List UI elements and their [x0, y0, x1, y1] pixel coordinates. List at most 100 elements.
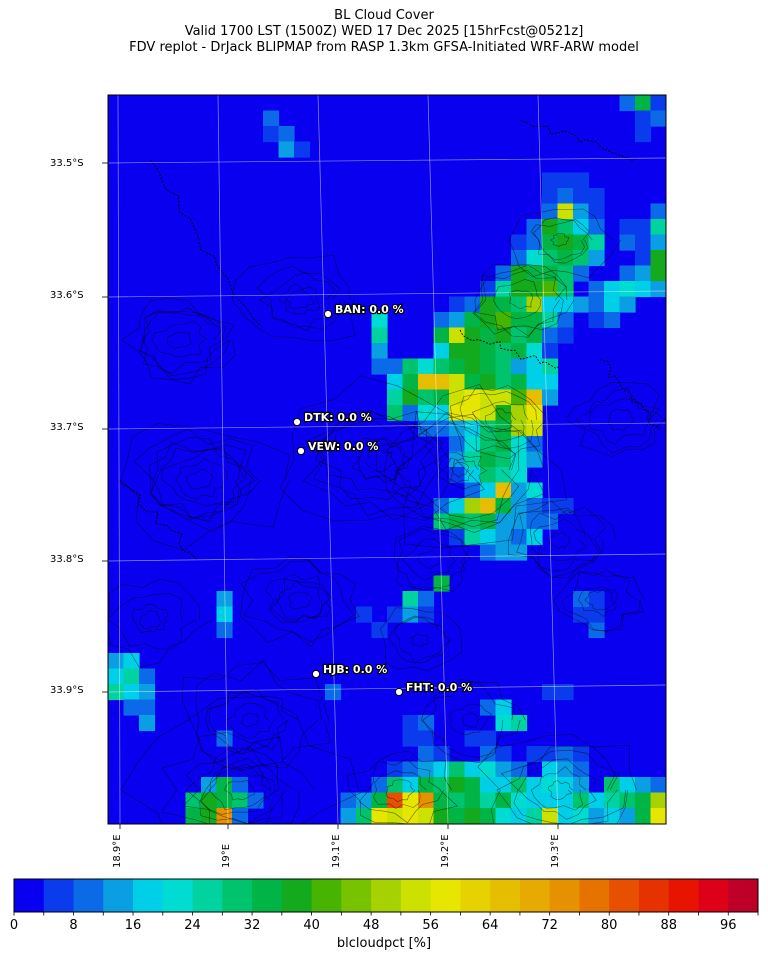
- cloud-cell: [495, 777, 512, 794]
- terrain-contour: [166, 332, 192, 349]
- cloud-cell: [557, 188, 574, 205]
- terrain-contour: [185, 468, 214, 490]
- cloud-cell: [557, 808, 574, 824]
- cloud-cell: [557, 265, 574, 282]
- cloud-cell: [464, 436, 481, 453]
- cloud-cell: [216, 606, 233, 623]
- cloud-cell: [371, 358, 388, 375]
- terrain-contour: [417, 550, 442, 569]
- colorbar-segment: [103, 879, 134, 912]
- cloud-cell: [139, 668, 156, 685]
- cloud-cell: [480, 746, 497, 763]
- cloud-cell: [557, 746, 574, 763]
- cloud-cell: [402, 761, 419, 778]
- cloud-cell: [635, 110, 652, 127]
- cloud-cell: [402, 606, 419, 623]
- cloud-cell: [123, 699, 140, 716]
- lon-label-19: 19°E: [221, 843, 232, 868]
- cloud-cell: [433, 327, 450, 344]
- cloud-cell: [511, 281, 528, 298]
- cloud-cell: [495, 374, 512, 391]
- cloud-cell: [542, 312, 559, 329]
- colorbar-tick-label: 16: [124, 918, 142, 933]
- cloud-cell: [526, 389, 543, 406]
- cloud-cell: [480, 374, 497, 391]
- terrain-contour: [529, 509, 599, 572]
- cloud-cell: [402, 358, 419, 375]
- coast-line: [149, 159, 262, 327]
- cloud-cell: [511, 529, 528, 546]
- terrain-contour: [302, 409, 455, 521]
- cloud-cell: [464, 482, 481, 499]
- cloud-cell: [526, 250, 543, 267]
- terrain-contour: [485, 408, 517, 432]
- cloud-cell: [604, 312, 621, 329]
- terrain-contour: [231, 254, 356, 342]
- cloud-cell: [557, 281, 574, 298]
- terrain-contour: [258, 272, 341, 332]
- colorbar-segment: [222, 879, 253, 912]
- cloud-cell: [247, 792, 264, 809]
- cloud-cell: [619, 234, 636, 251]
- terrain-contour: [584, 590, 615, 611]
- latitude-line: [107, 422, 667, 430]
- colorbar-segment: [400, 879, 432, 912]
- cloud-cell: [511, 234, 528, 251]
- terrain-contour: [120, 297, 236, 385]
- terrain-contour: [195, 659, 322, 769]
- colorbar-segment: [490, 879, 521, 912]
- cloud-cell: [542, 777, 559, 794]
- colorbar-segment: [192, 879, 223, 912]
- cloud-cell: [511, 389, 528, 406]
- cloud-cell: [619, 792, 636, 809]
- colorbar-segment: [698, 879, 729, 912]
- cloud-cell: [511, 358, 528, 375]
- colorbar-segment: [638, 879, 670, 912]
- cloud-cell: [356, 808, 373, 824]
- cloud-cell: [495, 513, 512, 530]
- cloud-cell: [216, 777, 233, 794]
- terrain-contour: [278, 283, 321, 315]
- cloud-cell: [325, 684, 342, 701]
- lat-label-33-8: 33.8°S: [50, 554, 84, 565]
- cloud-cell: [588, 312, 605, 329]
- cloud-cell: [464, 513, 481, 530]
- cloud-cell: [542, 389, 559, 406]
- terrain-contour: [315, 417, 439, 501]
- chart-title: BL Cloud Cover: [334, 8, 434, 23]
- cloud-cell: [449, 792, 466, 809]
- cloud-cell: [650, 792, 666, 809]
- cloud-cell: [650, 250, 666, 267]
- terrain-contour: [562, 571, 641, 632]
- colorbar-segment: [133, 879, 164, 912]
- cloud-cell: [573, 203, 590, 220]
- terrain-contour: [131, 603, 169, 633]
- terrain-contour: [553, 569, 645, 632]
- cloud-cell: [526, 746, 543, 763]
- cloud-cell: [619, 296, 636, 313]
- cloud-cell: [402, 374, 419, 391]
- cloud-cell: [635, 126, 652, 143]
- cloud-cell: [433, 777, 450, 794]
- cloud-cell: [356, 792, 373, 809]
- cloud-cell: [495, 451, 512, 468]
- coast-line: [519, 119, 639, 161]
- station-marker-dtk: [292, 417, 302, 427]
- cloud-cell: [216, 808, 233, 824]
- cloud-cell: [402, 792, 419, 809]
- cloud-cell: [495, 467, 512, 484]
- cloud-cell: [573, 591, 590, 608]
- cloud-cell: [588, 203, 605, 220]
- cloud-cell: [511, 498, 528, 515]
- station-markers: BAN: 0.0 % DTK: 0.0 % VEW: 0.0 % HJB: 0.0 %…: [292, 302, 473, 697]
- cloud-cell: [557, 203, 574, 220]
- cloud-cell: [418, 374, 435, 391]
- cloud-cell: [635, 808, 652, 824]
- longitude-line: [117, 94, 121, 825]
- cloud-cell: [604, 792, 621, 809]
- cloud-cell: [495, 529, 512, 546]
- cloud-cell: [511, 250, 528, 267]
- cloud-cell: [418, 777, 435, 794]
- terrain-contour: [256, 265, 346, 330]
